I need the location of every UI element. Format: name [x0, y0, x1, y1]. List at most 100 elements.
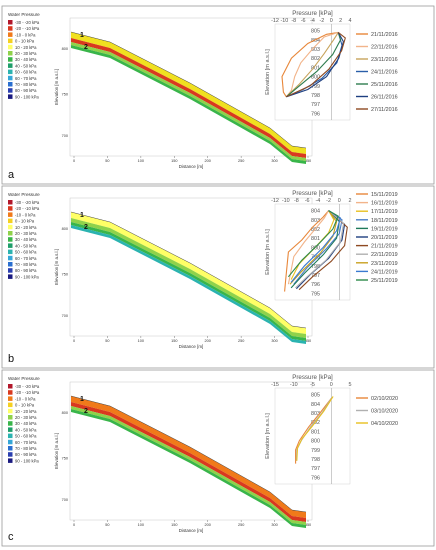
legend-swatch: [8, 82, 13, 87]
pressure-x-tick-label: -2: [319, 18, 324, 24]
profile-y-label: Elevation [m a.s.l.]: [54, 433, 59, 469]
series-legend-label: 27/11/2016: [371, 107, 398, 113]
profile-x-tick-label: 200: [205, 339, 211, 343]
slope-band: [71, 42, 306, 161]
legend-swatch: [8, 396, 13, 401]
marker-label-2: 2: [84, 44, 88, 51]
profile-x-tick-label: 150: [171, 339, 177, 343]
legend-swatch: [8, 63, 13, 68]
legend-swatch: [8, 415, 13, 420]
pressure-series-line: [285, 31, 339, 98]
legend-swatch: [8, 384, 13, 389]
series-legend-label: 18/11/2019: [371, 218, 398, 224]
legend-item: -30 - -20 kPa: [15, 200, 40, 205]
pressure-series-line: [287, 210, 339, 278]
panel-letter: b: [8, 353, 14, 365]
legend-item: 10 - 20 kPa: [15, 409, 37, 414]
profile-x-label: Distance [m]: [179, 164, 203, 169]
pressure-y-tick-label: 801: [311, 429, 320, 435]
legend-title: Water Pressure: [8, 12, 40, 17]
legend-item: 40 - 50 kPa: [15, 243, 37, 248]
profile-x-tick-label: 50: [105, 523, 109, 527]
panel-letter: a: [8, 169, 15, 181]
pressure-y-tick-label: 798: [311, 93, 320, 99]
pressure-series-line: [281, 31, 339, 98]
panel-b: Water Pressure -30 - -20 kPa-20 - -10 kPa…: [1, 185, 435, 369]
legend-swatch: [8, 224, 13, 230]
pressure-y-tick-label: 801: [311, 236, 320, 242]
profile-y-tick-label: 700: [62, 498, 68, 502]
profile-x-tick-label: 0: [73, 159, 75, 163]
slope-band: [71, 38, 306, 158]
legend-swatch: [8, 44, 13, 50]
profile-x-tick-label: 350: [305, 339, 311, 343]
legend-swatch: [8, 268, 13, 273]
pressure-series-line: [284, 210, 330, 292]
legend-swatch: [8, 69, 13, 75]
legend-title: Water Pressure: [8, 192, 40, 197]
pressure-series-line: [295, 210, 345, 289]
legend-item: 50 - 60 kPa: [15, 250, 37, 255]
legend-item: 30 - 40 kPa: [15, 57, 37, 62]
pressure-x-tick-label: -2: [326, 198, 331, 204]
pressure-title: Pressure [kPa]: [292, 190, 333, 197]
marker-label-1: 1: [80, 212, 84, 219]
legend-item: 20 - 30 kPa: [15, 231, 37, 236]
pressure-x-tick-label: -6: [301, 18, 306, 24]
profile-x-tick-label: 300: [271, 159, 277, 163]
pressure-y-tick-label: 803: [311, 47, 320, 53]
legend-swatch: [8, 421, 13, 426]
series-legend-label: 24/11/2019: [371, 269, 398, 275]
pressure-series-line: [298, 210, 348, 291]
legend-item: 40 - 50 kPa: [15, 427, 37, 432]
legend-swatch: [8, 458, 13, 463]
legend-swatch: [8, 402, 13, 408]
legend-swatch: [8, 38, 13, 44]
legend-item: 70 - 80 kPa: [15, 446, 37, 451]
legend-item: -30 - -20 kPa: [15, 20, 40, 25]
pressure-x-tick-label: -8: [291, 18, 296, 24]
pressure-y-tick-label: 804: [311, 38, 320, 44]
profile-x-tick-label: 250: [238, 339, 244, 343]
pressure-series-line: [290, 210, 340, 289]
pressure-y-tick-label: 800: [311, 439, 320, 445]
pressure-title: Pressure [kPa]: [292, 374, 333, 381]
series-legend-label: 19/11/2019: [371, 226, 398, 232]
pressure-series-line: [295, 397, 332, 464]
legend-swatch: [8, 75, 13, 81]
series-legend-label: 25/11/2016: [371, 82, 398, 88]
profile-x-tick-label: 300: [271, 339, 277, 343]
pressure-y-tick-label: 797: [311, 102, 320, 108]
profile-x-tick-label: 0: [73, 523, 75, 527]
legend-item: 50 - 60 kPa: [15, 434, 37, 439]
legend-item: -20 - -10 kPa: [15, 390, 40, 395]
pressure-y-tick-label: 798: [311, 457, 320, 463]
profile-y-tick-label: 750: [62, 92, 68, 96]
pressure-x-tick-label: 0: [330, 18, 333, 24]
pressure-series-line: [289, 210, 338, 285]
legend-item: 0 - 10 kPa: [15, 219, 35, 224]
pressure-title: Pressure [kPa]: [292, 10, 333, 17]
legend-swatch: [8, 262, 13, 267]
pressure-series-line: [286, 31, 346, 98]
legend-item: -30 - -20 kPa: [15, 384, 40, 389]
profile-x-tick-label: 50: [105, 159, 109, 163]
legend-item: 60 - 70 kPa: [15, 256, 37, 261]
slope-band: [71, 406, 306, 525]
profile-x-tick-label: 100: [138, 523, 144, 527]
legend-item: 70 - 80 kPa: [15, 82, 37, 87]
legend-title: Water Pressure: [8, 376, 40, 381]
pressure-x-tick-label: 0: [330, 382, 333, 388]
pressure-series-line: [296, 396, 334, 461]
legend-item: -20 - -10 kPa: [15, 26, 40, 31]
legend-swatch: [8, 20, 13, 25]
panel-c: Water Pressure -30 - -20 kPa-20 - -10 kPa…: [1, 369, 435, 547]
profile-x-tick-label: 350: [305, 523, 311, 527]
pressure-x-tick-label: -5: [310, 382, 315, 388]
pressure-x-tick-label: 4: [349, 18, 352, 24]
profile-x-tick-label: 150: [171, 159, 177, 163]
series-legend-label: 16/11/2019: [371, 201, 398, 207]
series-legend-label: 25/11/2019: [371, 278, 398, 284]
profile-x-tick-label: 0: [73, 339, 75, 343]
